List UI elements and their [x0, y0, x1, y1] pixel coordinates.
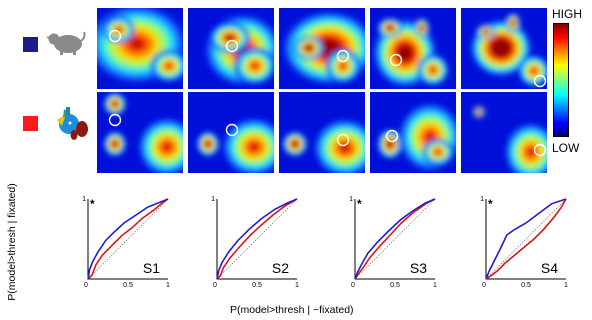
heatmap-tile	[461, 8, 547, 89]
chance-line	[354, 198, 436, 280]
heatmap-tile	[97, 92, 183, 173]
heatmap-tile	[188, 8, 274, 89]
roc-curve-blue	[485, 198, 567, 280]
roc-curve-blue	[354, 198, 436, 280]
panel-label: S1	[143, 260, 160, 276]
legend-swatch-red	[23, 116, 38, 131]
heatmap-tile	[370, 92, 456, 173]
roc-curve-blue	[216, 198, 298, 280]
heatmap-tile	[279, 92, 365, 173]
roc-panel: 0 0.5 1 1 * S1	[82, 196, 170, 289]
colorbar	[553, 23, 569, 142]
roc-curve-red	[485, 198, 567, 280]
tick-label-y-1: 1	[480, 196, 484, 203]
tick-label-y-1: 1	[349, 196, 353, 203]
heatmap-tile	[188, 92, 274, 173]
heatmap-tile	[97, 8, 183, 89]
tick-label-x-0: 0	[351, 282, 355, 289]
tick-label-x-half: 0.5	[521, 282, 531, 289]
tick-label-x-half: 0.5	[123, 282, 133, 289]
tick-label-x-0: 0	[213, 282, 217, 289]
roc-curve-blue	[87, 198, 169, 280]
heatmap-tile	[279, 8, 365, 89]
heatmap-tile	[370, 8, 456, 89]
significance-star: *	[357, 197, 362, 211]
colorbar-high-label: HIGH	[552, 7, 582, 21]
colorbar-low-label: LOW	[552, 141, 580, 155]
panel-label: S2	[272, 260, 289, 276]
colored-parts-silhouette-icon	[52, 105, 94, 148]
panel-label: S4	[541, 260, 558, 276]
significance-star: *	[90, 197, 95, 211]
roc-curve-red	[216, 198, 298, 280]
grey-animal-silhouette-icon	[46, 27, 86, 62]
significance-star: *	[488, 197, 493, 211]
roc-panel: 0 0.5 1 1 * S4	[480, 196, 568, 289]
tick-label-x-0: 0	[84, 282, 88, 289]
tick-label-x-1: 1	[166, 282, 170, 289]
roc-panel: 0 0.5 1 1 S2	[211, 196, 299, 289]
roc-curve-red	[87, 198, 169, 280]
heatmap-tile	[461, 92, 547, 173]
y-axis-label: P(model>thresh | fixated)	[6, 183, 18, 301]
tick-label-x-0: 0	[482, 282, 486, 289]
legend-swatch-blue	[23, 37, 38, 52]
panel-label: S3	[410, 260, 427, 276]
tick-label-x-1: 1	[295, 282, 299, 289]
chance-line	[216, 198, 298, 280]
chance-line	[485, 198, 567, 280]
tick-label-x-half: 0.5	[390, 282, 400, 289]
chance-line	[87, 198, 169, 280]
tick-label-y-1: 1	[82, 196, 86, 203]
tick-label-y-1: 1	[211, 196, 215, 203]
tick-label-x-half: 0.5	[252, 282, 262, 289]
tick-label-x-1: 1	[433, 282, 437, 289]
x-axis-label: P(model>thresh | ~fixated)	[230, 304, 354, 316]
roc-panel: 0 0.5 1 1 * S3	[349, 196, 437, 289]
tick-label-x-1: 1	[564, 282, 568, 289]
roc-curve-red	[354, 198, 436, 280]
